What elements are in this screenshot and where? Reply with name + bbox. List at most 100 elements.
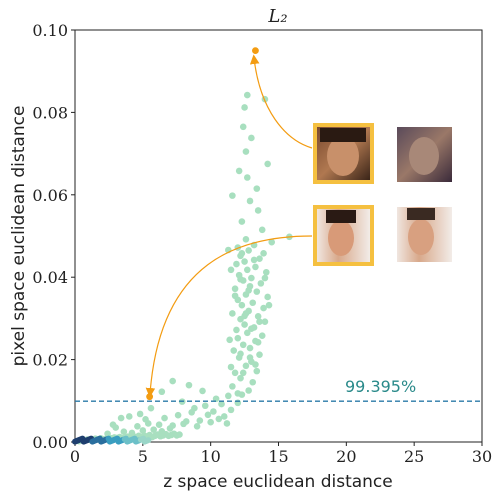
data-point xyxy=(227,266,235,274)
data-point xyxy=(243,174,251,181)
x-tick-label: 20 xyxy=(336,447,356,466)
data-point xyxy=(238,250,246,257)
data-point xyxy=(246,354,254,361)
y-axis-ticks: 0.00 0.02 0.04 0.06 0.08 0.10 xyxy=(32,21,75,452)
data-point xyxy=(234,334,242,342)
threshold-label: 99.395% xyxy=(345,377,416,396)
data-point xyxy=(250,256,258,264)
data-point xyxy=(109,421,117,428)
data-point xyxy=(223,420,231,427)
data-point xyxy=(241,258,248,265)
data-point xyxy=(265,301,273,309)
data-point xyxy=(227,406,235,414)
data-point xyxy=(161,414,168,422)
data-point xyxy=(248,274,255,282)
data-point xyxy=(117,414,125,422)
data-point xyxy=(204,411,212,419)
data-point xyxy=(229,192,236,199)
y-tick-label: 0.04 xyxy=(32,268,68,287)
data-point xyxy=(210,408,217,415)
data-point xyxy=(142,416,149,423)
data-point xyxy=(196,417,204,424)
data-point xyxy=(193,423,201,430)
data-point xyxy=(256,318,263,325)
data-point xyxy=(253,185,261,192)
chart-title: L₂ xyxy=(267,6,287,27)
data-point xyxy=(218,400,225,408)
data-point xyxy=(225,392,232,400)
data-point xyxy=(249,299,257,307)
hair-top-left xyxy=(320,128,366,142)
data-point xyxy=(128,429,136,437)
data-point xyxy=(243,266,251,274)
data-point xyxy=(246,344,254,352)
data-point xyxy=(180,420,187,428)
data-point xyxy=(237,350,244,358)
data-point xyxy=(246,197,254,205)
data-point xyxy=(229,383,236,390)
x-axis-ticks: 0 5 10 15 20 25 30 xyxy=(70,442,492,466)
data-point xyxy=(260,250,267,257)
data-point xyxy=(238,218,246,225)
data-point xyxy=(237,275,244,283)
y-tick-label: 0.00 xyxy=(32,433,68,452)
y-tick-label: 0.02 xyxy=(32,351,68,370)
dense-point xyxy=(145,437,152,444)
data-point xyxy=(158,388,166,396)
data-point xyxy=(191,404,198,412)
data-point xyxy=(258,226,266,234)
data-point xyxy=(234,399,242,407)
data-point xyxy=(176,431,183,438)
data-point xyxy=(242,362,250,370)
data-point xyxy=(231,285,239,293)
data-point xyxy=(253,288,261,295)
highlighted-point xyxy=(252,47,259,54)
data-point xyxy=(268,238,276,246)
data-point xyxy=(256,351,263,358)
data-point xyxy=(239,341,247,349)
hair-bottom-left xyxy=(326,210,356,223)
face-shape-bottom-left xyxy=(328,220,354,256)
face-shape-top-right xyxy=(409,137,439,175)
data-point xyxy=(215,415,223,423)
arrow-to-bottom-inset xyxy=(145,235,313,398)
data-point xyxy=(238,301,246,309)
data-point xyxy=(245,247,252,254)
data-point xyxy=(242,310,250,317)
data-point xyxy=(264,160,271,168)
data-point xyxy=(104,430,111,438)
data-point xyxy=(245,287,252,294)
data-point xyxy=(231,292,239,300)
data-point xyxy=(242,148,250,155)
inset-top-pair xyxy=(313,123,452,184)
x-axis-label: z space euclidean distance xyxy=(163,472,393,492)
y-tick-label: 0.10 xyxy=(32,21,68,40)
data-point xyxy=(252,361,259,368)
data-point xyxy=(185,381,193,389)
x-tick-label: 25 xyxy=(404,447,424,466)
x-tick-label: 10 xyxy=(200,447,220,466)
data-point xyxy=(207,418,214,426)
y-axis-label: pixel space euclidean distance xyxy=(9,106,29,367)
data-point xyxy=(254,313,262,320)
x-tick-label: 15 xyxy=(268,447,288,466)
data-point xyxy=(235,167,243,175)
face-shape-top-left xyxy=(327,136,359,176)
data-point xyxy=(254,207,262,214)
data-point xyxy=(241,104,248,111)
y-tick-label: 0.08 xyxy=(32,103,68,122)
data-point xyxy=(241,321,248,328)
data-point xyxy=(155,421,163,428)
x-tick-label: 5 xyxy=(138,447,148,466)
x-tick-label: 0 xyxy=(70,447,80,466)
data-point xyxy=(254,338,262,346)
data-point xyxy=(134,423,141,430)
data-point xyxy=(212,395,220,403)
data-point xyxy=(237,374,244,382)
data-point xyxy=(199,387,206,395)
data-point xyxy=(147,404,155,412)
data-point xyxy=(233,260,240,268)
data-point xyxy=(139,427,147,434)
data-point xyxy=(120,428,128,436)
data-point xyxy=(242,235,250,243)
